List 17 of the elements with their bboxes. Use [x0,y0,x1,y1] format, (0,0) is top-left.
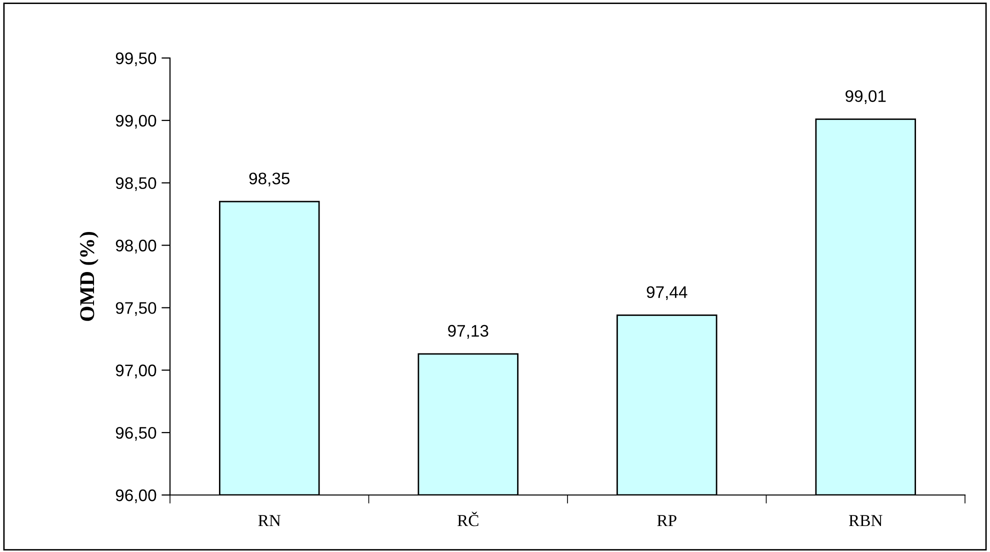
x-tick-label: RČ [457,512,478,526]
data-label: 99,01 [846,90,886,104]
data-label: 97,13 [448,324,488,339]
y-axis-title: OMD (%) [80,232,98,321]
y-tick-label: 98,00 [116,240,156,254]
data-label: 97,44 [646,286,688,300]
y-tick-label: 96,00 [116,489,156,504]
y-tick-label: 98,50 [116,177,156,192]
data-label: 98,35 [249,172,290,186]
x-tick-label: RN [258,515,281,526]
y-tick-label: 97,50 [116,302,156,316]
x-tick-label: RBN [848,515,882,526]
y-tick-label: 96,50 [116,426,156,441]
y-tick-label: 99,00 [116,114,156,129]
x-tick-label: RP [657,515,676,526]
y-tick-label: 97,00 [116,364,156,378]
y-tick-label: 99,50 [116,52,156,66]
